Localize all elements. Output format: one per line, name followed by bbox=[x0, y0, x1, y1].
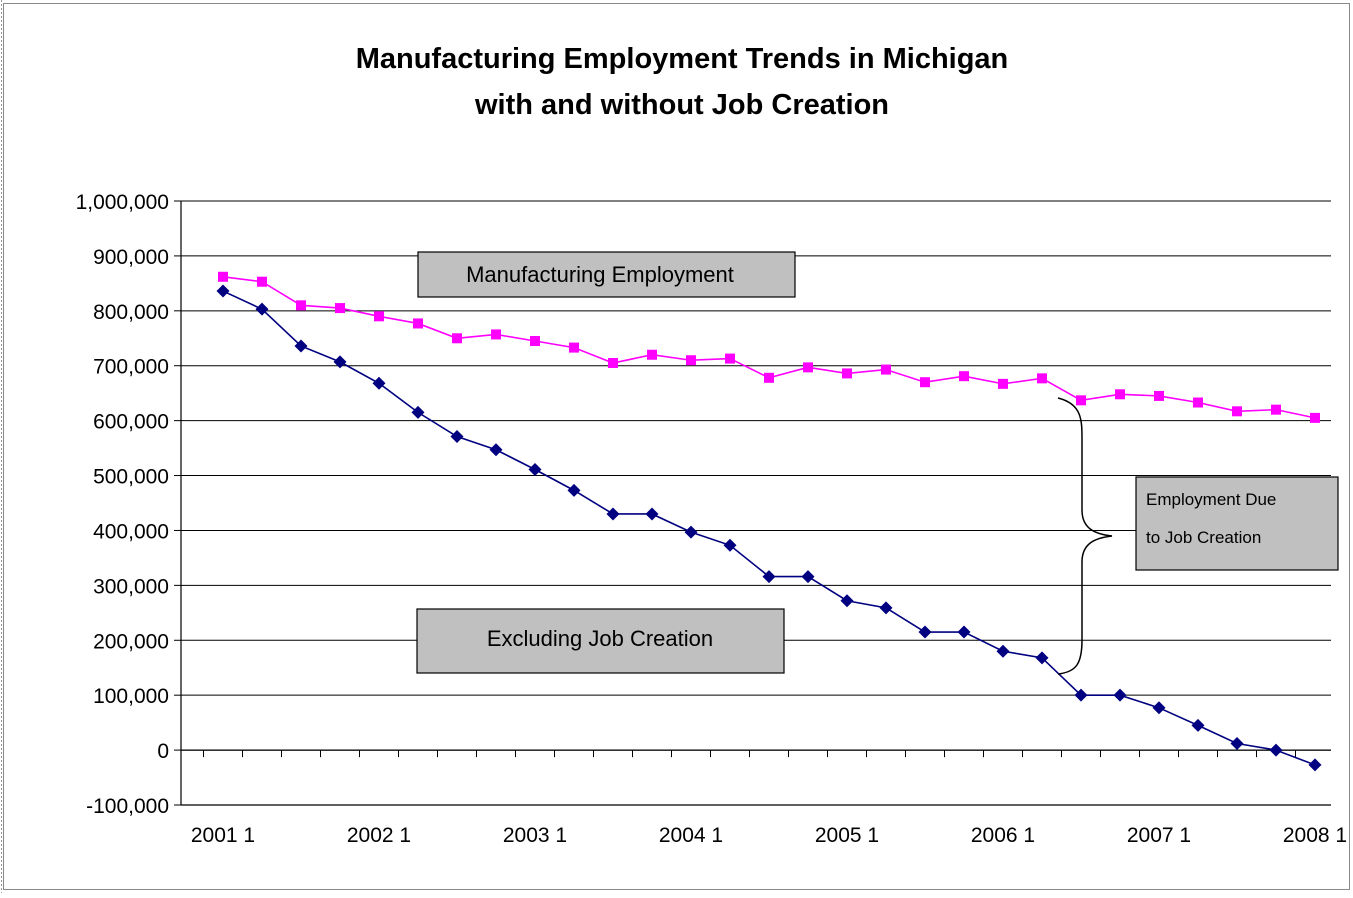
data-point bbox=[567, 483, 581, 497]
x-tick-label: 2004 1 bbox=[659, 824, 723, 847]
data-point bbox=[996, 644, 1010, 658]
data-point bbox=[411, 405, 425, 419]
data-point bbox=[1193, 397, 1203, 408]
data-point bbox=[608, 357, 618, 368]
data-point bbox=[840, 594, 854, 608]
y-tick-label: 600,000 bbox=[93, 411, 169, 434]
data-point bbox=[372, 376, 386, 390]
data-point bbox=[762, 570, 776, 584]
data-point bbox=[1269, 743, 1283, 757]
data-point bbox=[686, 355, 696, 366]
y-tick-label: 500,000 bbox=[93, 466, 169, 489]
data-point bbox=[1115, 389, 1125, 400]
data-point bbox=[1152, 701, 1166, 715]
data-point bbox=[842, 368, 852, 379]
x-tick-label: 2006 1 bbox=[971, 824, 1035, 847]
y-tick-label: 300,000 bbox=[93, 575, 169, 598]
y-tick-label: 200,000 bbox=[93, 630, 169, 653]
data-point bbox=[725, 353, 735, 364]
data-point bbox=[684, 525, 698, 539]
data-point bbox=[374, 311, 384, 322]
data-point bbox=[1230, 737, 1244, 751]
data-point bbox=[957, 625, 971, 639]
data-point bbox=[998, 378, 1008, 389]
x-tick-label: 2001 1 bbox=[191, 824, 255, 847]
y-tick-labels: -100,000 0 100,000 200,000 300,000 400,000 500… bbox=[76, 191, 169, 818]
data-point bbox=[450, 430, 464, 444]
chart-frame bbox=[3, 3, 1350, 890]
data-point bbox=[1308, 758, 1322, 772]
data-point bbox=[801, 570, 815, 584]
series-excluding-job-creation bbox=[216, 284, 1322, 772]
x-tick-label: 2002 1 bbox=[347, 824, 411, 847]
data-point bbox=[296, 300, 306, 311]
series-manufacturing-employment bbox=[218, 271, 1320, 423]
data-point bbox=[335, 303, 345, 314]
chart-title-line-2: with and without Job Creation bbox=[474, 89, 889, 121]
y-tick-label: -100,000 bbox=[86, 795, 169, 818]
y-tick-label: 100,000 bbox=[93, 685, 169, 708]
data-point bbox=[1232, 406, 1242, 417]
data-point bbox=[1271, 404, 1281, 415]
series bbox=[216, 271, 1322, 772]
y-tick-label: 700,000 bbox=[93, 356, 169, 379]
data-point bbox=[1074, 688, 1088, 702]
chart-title-line-1: Manufacturing Employment Trends in Michi… bbox=[356, 43, 1009, 75]
data-point bbox=[1037, 373, 1047, 384]
data-point bbox=[333, 355, 347, 369]
excluding-label-text: Excluding Job Creation bbox=[487, 626, 713, 651]
data-point bbox=[879, 601, 893, 615]
data-point bbox=[764, 372, 774, 383]
data-point bbox=[1310, 412, 1320, 423]
data-point bbox=[530, 336, 540, 347]
y-tick-label: 1,000,000 bbox=[76, 191, 169, 214]
gap-label-line-1: Employment Due bbox=[1146, 490, 1276, 509]
data-point bbox=[645, 507, 659, 521]
x-tick-label: 2007 1 bbox=[1127, 824, 1191, 847]
data-point bbox=[606, 507, 620, 521]
manufacturing-label-text: Manufacturing Employment bbox=[466, 262, 734, 287]
data-point bbox=[528, 463, 542, 477]
data-point bbox=[723, 538, 737, 552]
y-tick-label: 0 bbox=[157, 740, 169, 763]
x-tick-label: 2005 1 bbox=[815, 824, 879, 847]
data-point bbox=[255, 302, 269, 316]
gap-label-line-2: to Job Creation bbox=[1146, 528, 1261, 547]
x-tick-labels: 2001 1 2002 1 2003 1 2004 1 2005 1 2006 1 2007… bbox=[191, 824, 1347, 847]
data-point bbox=[803, 362, 813, 373]
data-point bbox=[1076, 395, 1086, 406]
data-point bbox=[1035, 651, 1049, 665]
y-tick-label: 900,000 bbox=[93, 246, 169, 269]
y-tick-label: 800,000 bbox=[93, 301, 169, 324]
data-point bbox=[1191, 718, 1205, 732]
excluding-label-box: Excluding Job Creation bbox=[416, 608, 785, 674]
data-point bbox=[489, 443, 503, 457]
data-point bbox=[920, 377, 930, 388]
data-point bbox=[216, 284, 230, 298]
x-tick-label: 2003 1 bbox=[503, 824, 567, 847]
data-point bbox=[1113, 688, 1127, 702]
data-point bbox=[257, 276, 267, 287]
data-point bbox=[1154, 390, 1164, 401]
data-point bbox=[452, 333, 462, 344]
data-point bbox=[647, 349, 657, 360]
x-tick-label: 2008 1 bbox=[1283, 824, 1347, 847]
data-point bbox=[959, 371, 969, 382]
data-point bbox=[569, 342, 579, 353]
gap-label-box: Employment Due to Job Creation bbox=[1135, 476, 1339, 571]
gap-brace bbox=[1057, 397, 1113, 675]
data-point bbox=[491, 329, 501, 340]
data-point bbox=[218, 271, 228, 282]
axes bbox=[174, 200, 1331, 806]
data-point bbox=[881, 364, 891, 375]
data-point bbox=[413, 318, 423, 329]
data-point bbox=[918, 625, 932, 639]
manufacturing-label-box: Manufacturing Employment bbox=[417, 251, 796, 298]
data-point bbox=[294, 339, 308, 353]
y-tick-label: 400,000 bbox=[93, 520, 169, 543]
